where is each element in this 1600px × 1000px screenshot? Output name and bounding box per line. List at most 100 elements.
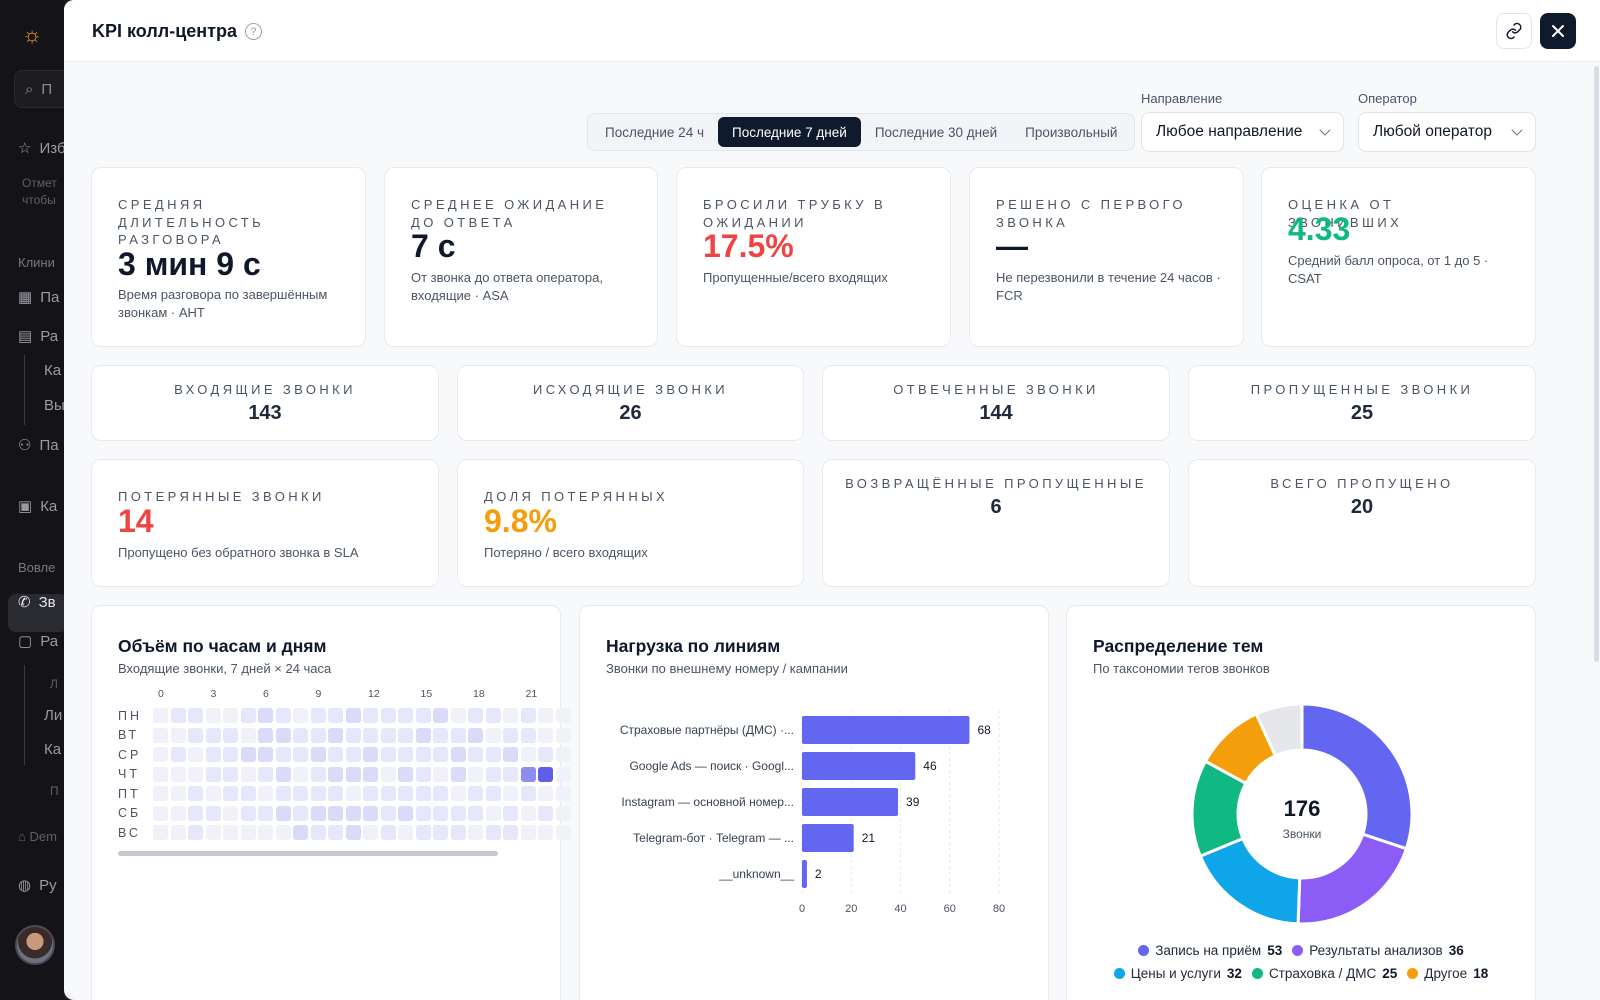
heatmap-cell[interactable]: [520, 727, 536, 743]
period-7d[interactable]: Последние 7 дней: [717, 117, 861, 147]
heatmap-cell[interactable]: [240, 805, 256, 821]
heatmap-cell[interactable]: [258, 708, 273, 724]
heatmap-cell[interactable]: [415, 708, 431, 724]
heatmap-cell[interactable]: [555, 805, 571, 821]
heatmap-cell[interactable]: [415, 805, 431, 821]
heatmap-cell[interactable]: [380, 747, 396, 763]
heatmap-cell[interactable]: [345, 825, 361, 841]
heatmap-cell[interactable]: [520, 805, 536, 821]
heatmap-cell[interactable]: [188, 766, 203, 782]
heatmap-cell[interactable]: [293, 825, 308, 841]
heatmap-cell[interactable]: [380, 805, 396, 821]
heatmap-cell[interactable]: [363, 708, 378, 724]
heatmap-cell[interactable]: [433, 747, 448, 763]
heatmap-cell[interactable]: [205, 786, 221, 802]
bar[interactable]: [802, 860, 807, 888]
heatmap-cell[interactable]: [205, 708, 221, 724]
heatmap-cell[interactable]: [328, 786, 343, 802]
heatmap-cell[interactable]: [398, 786, 413, 802]
sidebar-subitem-4[interactable]: Ка: [44, 741, 62, 758]
heatmap-cell[interactable]: [450, 786, 466, 802]
heatmap-cell[interactable]: [398, 727, 413, 743]
heatmap-cell[interactable]: [398, 708, 413, 724]
heatmap[interactable]: 0 3 6 9 12 15 18 21 ПН ВТ СР ЧТ ПТ СБ ВС: [118, 688, 573, 856]
heatmap-cell[interactable]: [468, 825, 483, 841]
heatmap-cell[interactable]: [555, 766, 571, 782]
heatmap-cell[interactable]: [450, 727, 466, 743]
heatmap-cell[interactable]: [485, 805, 501, 821]
heatmap-cell[interactable]: [380, 727, 396, 743]
heatmap-cell[interactable]: [450, 805, 466, 821]
heatmap-cell[interactable]: [310, 825, 326, 841]
heatmap-cell[interactable]: [538, 727, 553, 743]
heatmap-cell[interactable]: [170, 747, 186, 763]
heatmap-cell[interactable]: [363, 766, 378, 782]
heatmap-cell[interactable]: [170, 766, 186, 782]
heatmap-cell[interactable]: [415, 747, 431, 763]
heatmap-cell[interactable]: [170, 727, 186, 743]
sidebar-item-language[interactable]: ◍ Ру: [18, 876, 57, 895]
heatmap-cell[interactable]: [153, 727, 168, 743]
heatmap-cell[interactable]: [205, 727, 221, 743]
heatmap-cell[interactable]: [380, 708, 396, 724]
heatmap-cell[interactable]: [468, 747, 483, 763]
heatmap-cell[interactable]: [485, 708, 501, 724]
heatmap-cell[interactable]: [310, 766, 326, 782]
heatmap-cell[interactable]: [345, 786, 361, 802]
heatmap-cell[interactable]: [328, 727, 343, 743]
heatmap-cell[interactable]: [555, 727, 571, 743]
heatmap-cell[interactable]: [363, 805, 378, 821]
operator-select[interactable]: Любой оператор: [1358, 112, 1536, 152]
heatmap-cell[interactable]: [538, 766, 553, 782]
heatmap-cell[interactable]: [345, 747, 361, 763]
sidebar-item-dashboard[interactable]: ▦ Па: [18, 288, 60, 307]
help-icon[interactable]: ?: [244, 23, 262, 40]
heatmap-cell[interactable]: [555, 825, 571, 841]
heatmap-cell[interactable]: [205, 747, 221, 763]
heatmap-cell[interactable]: [538, 708, 553, 724]
sidebar-item-staff[interactable]: ▢ Ра: [18, 632, 59, 651]
heatmap-cell[interactable]: [275, 747, 291, 763]
heatmap-cell[interactable]: [188, 805, 203, 821]
heatmap-cell[interactable]: [415, 825, 431, 841]
heatmap-cell[interactable]: [468, 786, 483, 802]
heatmap-cell[interactable]: [240, 727, 256, 743]
heatmap-cell[interactable]: [538, 825, 553, 841]
heatmap-cell[interactable]: [310, 786, 326, 802]
heatmap-cell[interactable]: [188, 825, 203, 841]
heatmap-cell[interactable]: [503, 708, 518, 724]
heatmap-cell[interactable]: [223, 825, 238, 841]
heatmap-cell[interactable]: [433, 786, 448, 802]
heatmap-cell[interactable]: [345, 727, 361, 743]
heatmap-cell[interactable]: [205, 766, 221, 782]
heatmap-cell[interactable]: [398, 766, 413, 782]
heatmap-cell[interactable]: [328, 825, 343, 841]
heatmap-cell[interactable]: [223, 786, 238, 802]
heatmap-cell[interactable]: [433, 766, 448, 782]
heatmap-cell[interactable]: [223, 747, 238, 763]
heatmap-cell[interactable]: [485, 747, 501, 763]
heatmap-cell[interactable]: [398, 805, 413, 821]
heatmap-cell[interactable]: [520, 708, 536, 724]
heatmap-cell[interactable]: [188, 727, 203, 743]
donut-slice[interactable]: [1296, 832, 1409, 926]
heatmap-cell[interactable]: [503, 825, 518, 841]
heatmap-cell[interactable]: [328, 805, 343, 821]
heatmap-cell[interactable]: [415, 786, 431, 802]
heatmap-cell[interactable]: [538, 747, 553, 763]
heatmap-cell[interactable]: [485, 825, 501, 841]
heatmap-cell[interactable]: [240, 825, 256, 841]
heatmap-cell[interactable]: [345, 708, 361, 724]
heatmap-cell[interactable]: [398, 747, 413, 763]
heatmap-cell[interactable]: [485, 727, 501, 743]
heatmap-cell[interactable]: [188, 786, 203, 802]
heatmap-cell[interactable]: [520, 766, 536, 782]
heatmap-cell[interactable]: [205, 805, 221, 821]
heatmap-cell[interactable]: [538, 805, 553, 821]
heatmap-cell[interactable]: [468, 766, 483, 782]
heatmap-cell[interactable]: [450, 708, 466, 724]
legend-item[interactable]: Страховка / ДМС 25: [1251, 966, 1397, 981]
period-30d[interactable]: Последние 30 дней: [874, 124, 998, 140]
heatmap-cell[interactable]: [520, 825, 536, 841]
heatmap-cell[interactable]: [240, 747, 256, 763]
